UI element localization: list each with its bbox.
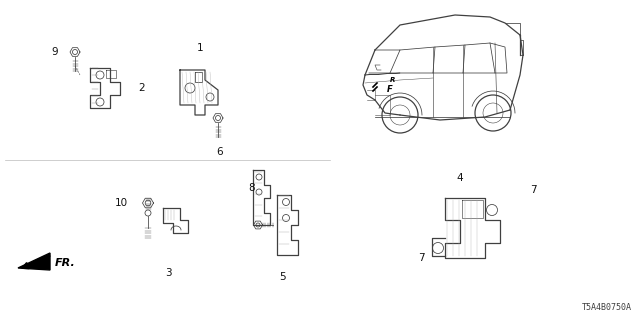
Text: 10: 10 [115, 198, 128, 208]
Text: 6: 6 [217, 147, 223, 157]
Polygon shape [18, 253, 50, 270]
Text: 3: 3 [164, 268, 172, 278]
Text: T5A4B0750A: T5A4B0750A [582, 303, 632, 312]
Text: 7: 7 [419, 253, 425, 263]
Text: 5: 5 [280, 272, 286, 282]
Text: 7: 7 [530, 185, 536, 195]
Text: F: F [387, 85, 393, 94]
Text: 4: 4 [457, 173, 463, 183]
Text: 1: 1 [196, 43, 204, 53]
Text: 9: 9 [51, 47, 58, 57]
Text: 8: 8 [249, 183, 255, 193]
Text: R: R [390, 77, 396, 83]
Text: 2: 2 [138, 83, 145, 93]
Text: FR.: FR. [55, 258, 76, 268]
